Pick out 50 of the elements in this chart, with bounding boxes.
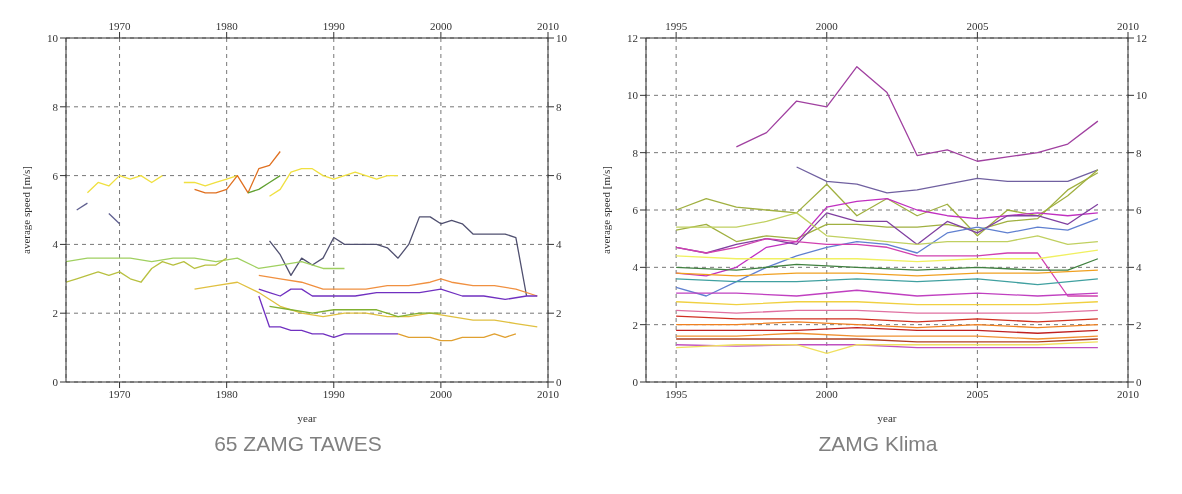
y2-tick-label: 12 — [1136, 31, 1147, 44]
x-axis-title: year — [297, 412, 317, 424]
y2-tick-label: 6 — [1136, 203, 1142, 216]
y2-tick-label: 8 — [556, 100, 562, 113]
x2-tick-label: 2010 — [537, 20, 560, 32]
x2-tick-label: 2000 — [815, 20, 839, 32]
y-tick-label: 4 — [632, 261, 639, 274]
text: ZAMG Klima — [817, 432, 939, 456]
y-tick-label: 0 — [632, 375, 639, 388]
y-tick-label: 8 — [632, 146, 639, 159]
y2-tick-label: 10 — [556, 31, 568, 44]
x2-tick-label: 1970 — [108, 20, 132, 32]
y2-tick-label: 2 — [556, 307, 562, 320]
y2-tick-label: 0 — [556, 375, 562, 388]
y-tick-label: 8 — [52, 100, 59, 113]
y-tick-label: 0 — [52, 375, 59, 388]
y-tick-label: 2 — [52, 307, 58, 320]
y2-tick-label: 0 — [1136, 375, 1142, 388]
x2-tick-label: 1995 — [665, 20, 688, 32]
y-axis-title: average speed [m/s] — [19, 166, 32, 254]
y-tick-label: 12 — [627, 31, 638, 44]
x-tick-label: 2005 — [966, 387, 989, 400]
y2-tick-label: 4 — [1136, 261, 1142, 274]
x-tick-label: 1980 — [215, 387, 239, 400]
y-tick-label: 6 — [632, 203, 639, 216]
text: 65 ZAMG TAWES — [213, 432, 383, 456]
x-tick-label: 2000 — [429, 387, 453, 400]
x2-tick-label: 1990 — [322, 20, 346, 32]
x-tick-label: 2000 — [815, 387, 839, 400]
x2-tick-label: 1980 — [215, 20, 239, 32]
x-tick-label: 1970 — [108, 387, 132, 400]
x-axis-title: year — [877, 412, 897, 424]
y-tick-label: 4 — [52, 238, 59, 251]
x2-tick-label: 2005 — [966, 20, 989, 32]
y-tick-label: 10 — [47, 31, 59, 44]
y-tick-label: 10 — [627, 89, 639, 102]
x-tick-label: 1990 — [322, 387, 346, 400]
y-tick-label: 6 — [52, 169, 59, 182]
y2-tick-label: 8 — [1136, 146, 1142, 159]
y2-tick-label: 6 — [556, 169, 562, 182]
y-tick-label: 2 — [632, 318, 638, 331]
y2-tick-label: 2 — [1136, 318, 1142, 331]
x2-tick-label: 2000 — [429, 20, 453, 32]
x-tick-label: 2010 — [537, 387, 560, 400]
x-tick-label: 1995 — [665, 387, 688, 400]
x-tick-label: 2010 — [1117, 387, 1140, 400]
x2-tick-label: 2010 — [1117, 20, 1140, 32]
y2-tick-label: 10 — [1136, 89, 1148, 102]
y2-tick-label: 4 — [556, 238, 562, 251]
y-axis-title: average speed [m/s] — [599, 166, 612, 254]
